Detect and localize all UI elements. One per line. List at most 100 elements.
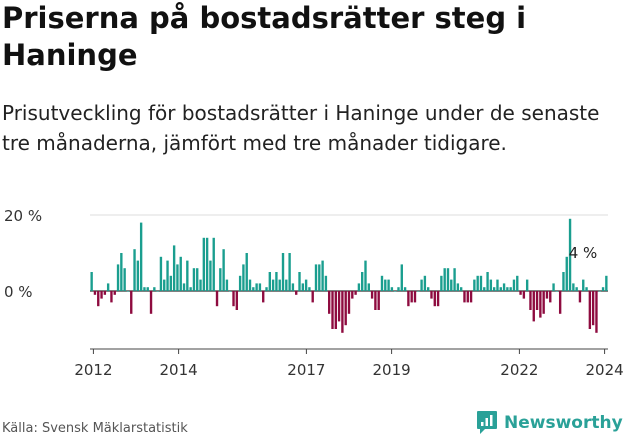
- bar: [605, 275, 608, 291]
- y-tick-label: 0 %: [4, 283, 33, 301]
- bar: [499, 287, 502, 291]
- bar: [476, 275, 479, 291]
- bar: [301, 283, 304, 291]
- bar: [93, 291, 97, 295]
- bar: [516, 275, 519, 291]
- bar: [196, 268, 199, 291]
- bar-chart: 0 % 20 % 2012 2014 2017 2019 2022 2024 4 %: [4, 207, 624, 379]
- bar: [410, 291, 413, 303]
- bar: [423, 275, 427, 291]
- x-tick-label: 2019: [373, 361, 411, 379]
- bar: [341, 291, 344, 333]
- bar: [489, 279, 493, 291]
- bar: [166, 260, 169, 291]
- bar: [212, 237, 215, 291]
- bar: [271, 279, 275, 291]
- bar: [459, 287, 463, 291]
- bar: [328, 291, 331, 314]
- bar: [509, 287, 512, 291]
- bar: [232, 291, 235, 307]
- brand-name: Newsworthy: [504, 413, 623, 433]
- bar: [420, 279, 423, 291]
- bar: [446, 268, 450, 291]
- bar: [149, 291, 153, 314]
- bar: [318, 264, 321, 291]
- bar: [522, 291, 526, 299]
- bar: [542, 291, 545, 314]
- bar: [397, 287, 400, 291]
- bar: [552, 283, 555, 291]
- bar: [417, 291, 420, 292]
- bar: [156, 291, 159, 292]
- newsworthy-logo: Newsworthy: [476, 408, 623, 438]
- bar: [159, 256, 163, 291]
- bar: [466, 291, 469, 303]
- bar: [354, 291, 357, 295]
- bar: [331, 291, 334, 329]
- bar: [285, 279, 288, 291]
- bar: [215, 291, 219, 307]
- bar: [469, 291, 473, 303]
- bar: [136, 260, 140, 291]
- bar: [394, 291, 397, 292]
- bar: [311, 291, 314, 303]
- bar: [153, 287, 156, 291]
- bar: [291, 283, 295, 291]
- bar: [361, 272, 364, 291]
- bar: [344, 291, 347, 326]
- bar: [248, 279, 252, 291]
- bar: [169, 275, 173, 291]
- bar: [387, 279, 390, 291]
- bar: [532, 291, 535, 322]
- bar: [245, 253, 248, 291]
- bar: [90, 272, 93, 291]
- bar: [229, 291, 232, 292]
- bar: [519, 291, 522, 295]
- bar: [179, 256, 182, 291]
- bar: [176, 264, 179, 291]
- bar: [202, 237, 206, 291]
- bar: [390, 287, 394, 291]
- bar: [492, 287, 496, 291]
- bar: [130, 291, 133, 314]
- newsworthy-chart-icon: [477, 411, 497, 434]
- bar: [281, 253, 285, 291]
- bar: [163, 279, 166, 291]
- bar: [384, 279, 387, 291]
- bar: [199, 279, 202, 291]
- bar: [568, 218, 572, 291]
- bar: [400, 264, 403, 291]
- bar: [578, 291, 582, 303]
- bar: [133, 249, 136, 291]
- bar: [558, 291, 562, 314]
- bar: [275, 272, 278, 291]
- bar: [463, 291, 466, 303]
- bar: [555, 291, 559, 292]
- bar: [601, 287, 605, 291]
- bar: [97, 291, 100, 307]
- x-tick-label: 2012: [74, 361, 112, 379]
- bar: [456, 283, 460, 291]
- bar: [262, 291, 265, 303]
- bar: [314, 264, 318, 291]
- bar: [426, 287, 430, 291]
- chart-title: Priserna på bostadsrätter steg i Haninge: [2, 1, 527, 72]
- bar: [479, 275, 483, 291]
- bar: [265, 287, 268, 291]
- bar: [172, 245, 176, 291]
- bar: [506, 287, 509, 291]
- bar: [225, 279, 229, 291]
- bar: [143, 287, 146, 291]
- bar: [110, 291, 113, 303]
- bar: [205, 237, 209, 291]
- bar: [258, 283, 262, 291]
- bar: [575, 287, 578, 291]
- bar: [209, 260, 212, 291]
- bar: [565, 256, 568, 291]
- bar: [370, 291, 374, 299]
- bar: [139, 222, 143, 291]
- bar: [588, 291, 592, 329]
- bar: [496, 279, 499, 291]
- bar: [374, 291, 377, 310]
- x-tick-label: 2022: [500, 361, 538, 379]
